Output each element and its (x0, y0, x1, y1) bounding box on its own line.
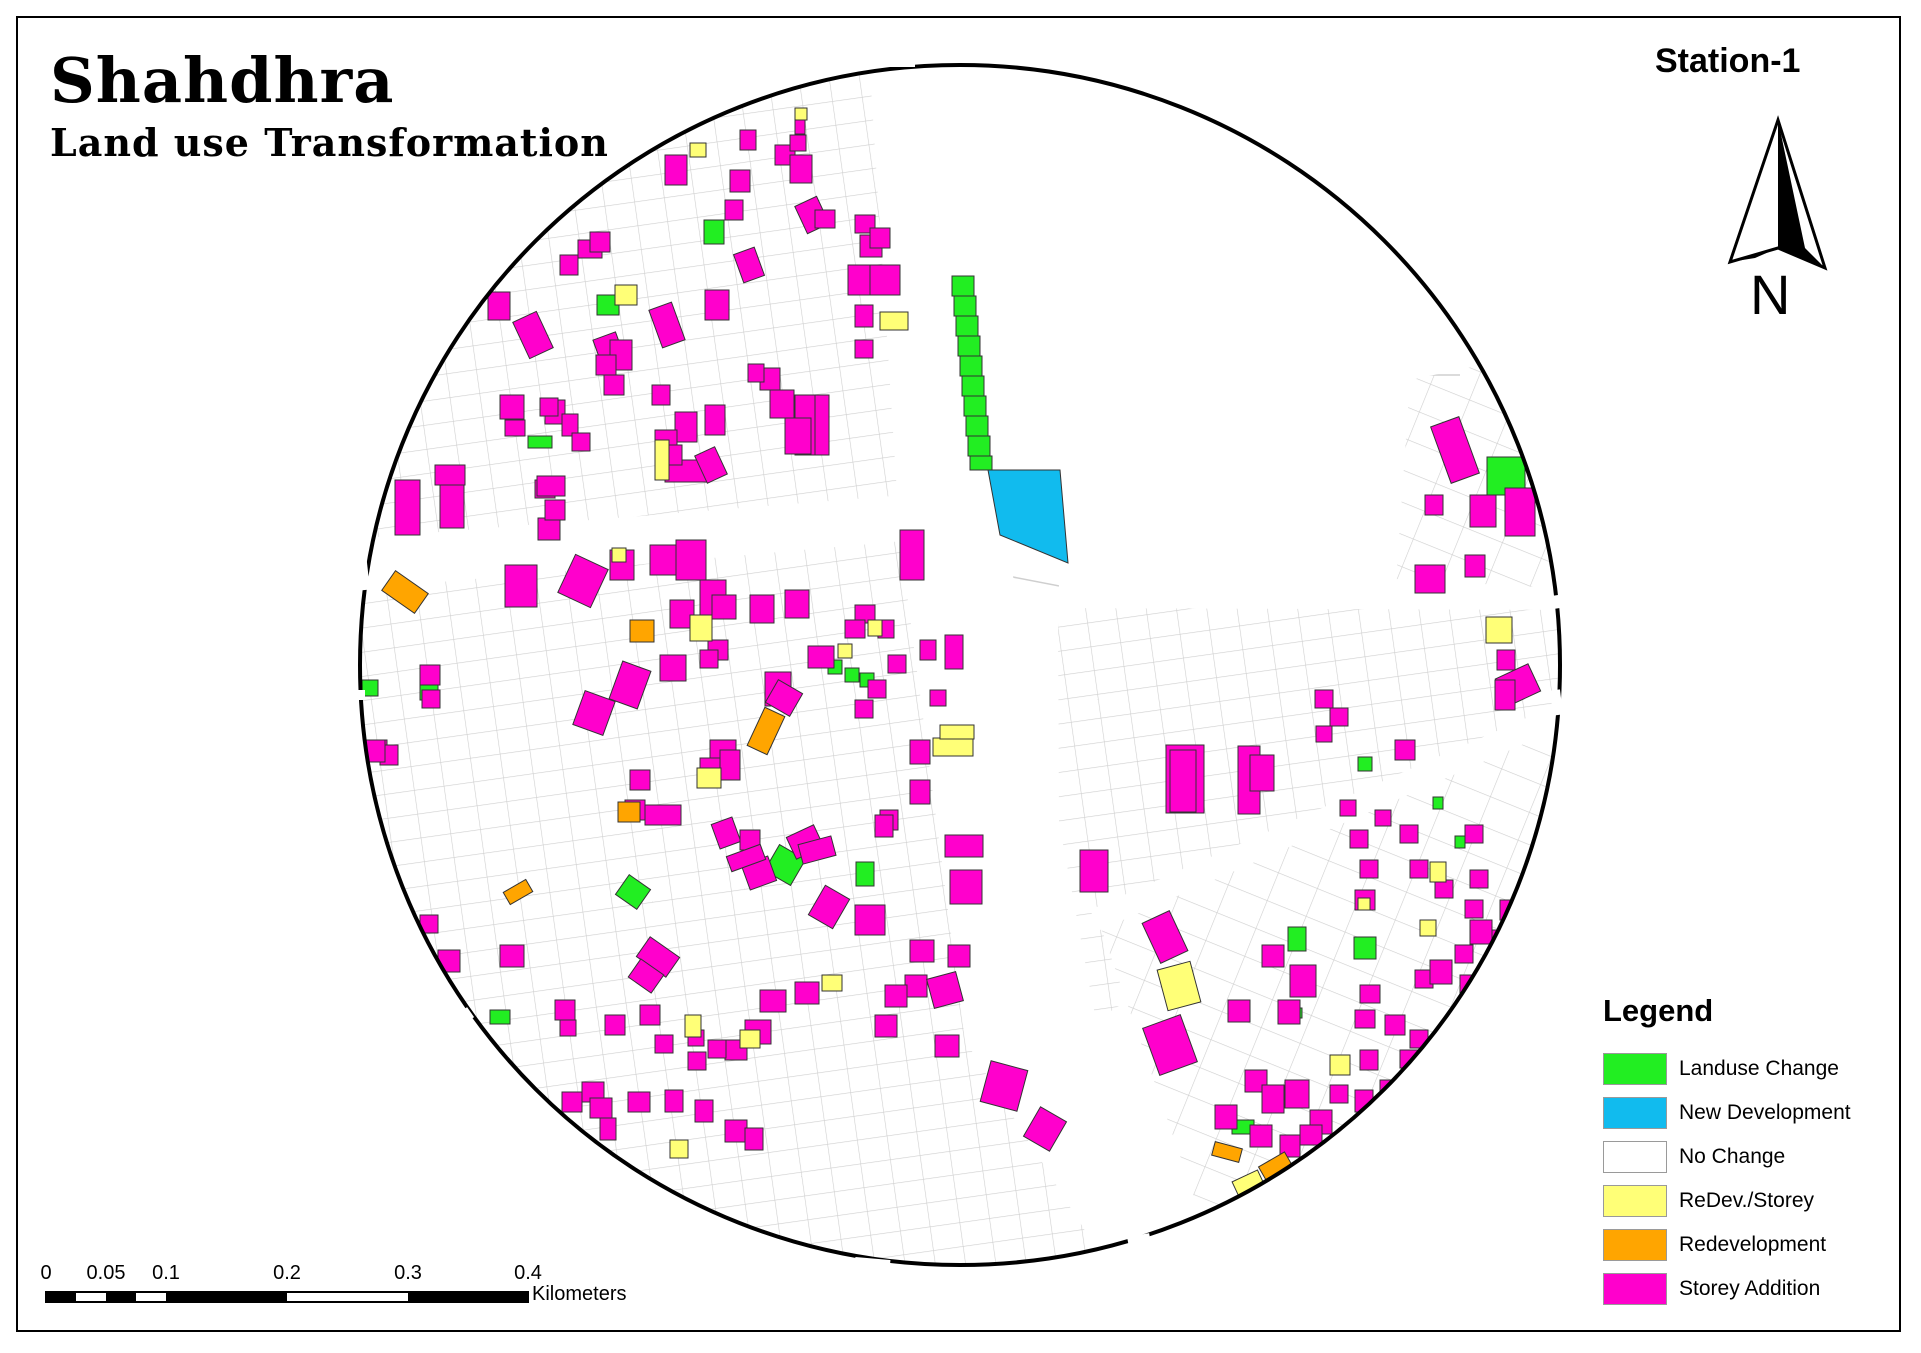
legend-swatch (1603, 1229, 1667, 1261)
road-west-east-upper (360, 495, 915, 590)
legend-swatch (1603, 1273, 1667, 1305)
scale-tick-label: 0.2 (273, 1262, 301, 1284)
legend-label: Storey Addition (1679, 1277, 1821, 1300)
legend-item-no-change: No Change (1603, 1140, 1785, 1174)
parcel-group-redev-storey (611, 107, 1513, 1201)
legend-title: Legend (1603, 993, 1714, 1028)
legend-label: New Development (1679, 1101, 1851, 1124)
legend-item-storey-addition: Storey Addition (1603, 1272, 1820, 1306)
legend-swatch (1603, 1053, 1667, 1085)
legend-swatch (1603, 1097, 1667, 1129)
scale-tick-label: 0.4 (514, 1262, 542, 1284)
scale-unit-label: Kilometers (532, 1283, 627, 1305)
legend-swatch (1603, 1141, 1667, 1173)
legend-label: Landuse Change (1679, 1057, 1839, 1080)
map-title: Shahdhra (50, 44, 395, 117)
parcel-group-redevelopment (381, 570, 1297, 1187)
legend-item-new-development: New Development (1603, 1096, 1851, 1130)
legend-item-landuse-change: Landuse Change (1603, 1052, 1839, 1086)
boundary-road-gaps (355, 57, 1565, 1270)
map-frame (16, 16, 1901, 1332)
scale-bar (45, 1291, 529, 1303)
legend-label: No Change (1679, 1145, 1786, 1168)
scale-tick-label: 0.1 (152, 1262, 180, 1284)
scale-tick-label: 0.3 (394, 1262, 422, 1284)
north-label: N (1750, 263, 1791, 326)
parcel-layer (360, 65, 1560, 1265)
scale-tick-label: 0.05 (86, 1262, 126, 1284)
legend-label: Redevelopment (1679, 1233, 1827, 1256)
road-north-south (868, 65, 1150, 1265)
study-area-boundary (358, 63, 1562, 1267)
parcel-group-storey-addition (364, 119, 1542, 1158)
legend-item-redev-storey: ReDev./Storey (1603, 1184, 1814, 1218)
road-east (1058, 560, 1560, 610)
north-arrow-icon (1727, 115, 1828, 271)
scale-tick-label: 0 (40, 1262, 52, 1284)
legend-swatch (1603, 1185, 1667, 1217)
parcel-new-development (987, 469, 1069, 564)
legend-item-redevelopment: Redevelopment (1603, 1228, 1826, 1262)
map-subtitle: Land use Transformation (50, 120, 609, 165)
legend-label: ReDev./Storey (1679, 1189, 1814, 1212)
station-label: Station-1 (1655, 42, 1801, 80)
